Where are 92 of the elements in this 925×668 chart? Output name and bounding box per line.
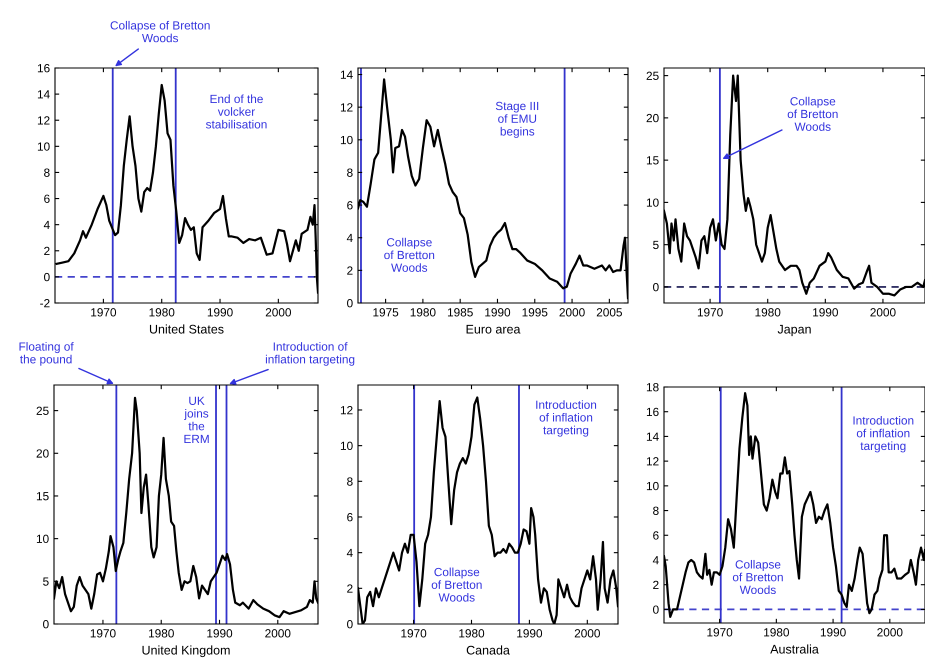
y-tick-label: 2 [653, 580, 659, 589]
y-tick-label: 6 [44, 194, 50, 203]
x-tick-label: 1980 [410, 308, 436, 317]
x-tick-label: 1970 [401, 629, 426, 638]
y-tick-label: 6 [653, 531, 659, 540]
y-tick-label: 10 [340, 442, 353, 450]
y-tick-label: 16 [646, 408, 659, 416]
y-tick-label: 18 [646, 383, 659, 392]
y-tick-label: 16 [38, 64, 50, 72]
x-axis-title: United States [150, 324, 224, 334]
y-tick-label: 14 [646, 432, 659, 441]
y-tick-label: 6 [347, 513, 353, 522]
y-tick-label: 14 [340, 70, 353, 79]
ref-line-label: End of the volcker stabilisation [206, 94, 267, 129]
x-tick-label: 2005 [596, 308, 622, 317]
y-tick-label: 12 [340, 406, 353, 414]
x-tick-label: 1980 [459, 629, 484, 638]
y-tick-label: -2 [40, 299, 50, 308]
y-tick-label: 8 [347, 477, 353, 486]
y-tick-label: 8 [653, 506, 659, 515]
ref-line-label: Collapse of Bretton Woods [384, 238, 434, 272]
x-tick-label: 1995 [522, 308, 548, 317]
y-tick-label: 10 [646, 198, 659, 207]
y-tick-label: 8 [347, 168, 353, 177]
x-tick-label: 1970 [698, 308, 723, 317]
x-tick-label: 1970 [707, 628, 732, 637]
x-tick-label: 1990 [207, 629, 232, 638]
y-tick-label: 0 [653, 282, 659, 292]
ref-line-label: Collapse of Bretton Woods [732, 560, 783, 594]
y-tick-label: 4 [346, 548, 353, 557]
y-tick-label: 20 [36, 449, 49, 458]
y-tick-label: 5 [43, 577, 49, 586]
x-axis-title: Euro area [466, 324, 520, 334]
x-tick-label: 1990 [820, 628, 846, 637]
y-tick-label: 12 [340, 103, 353, 112]
y-tick-label: 10 [38, 142, 50, 151]
y-tick-label: 4 [346, 234, 353, 242]
x-tick-label: 1970 [90, 629, 116, 638]
x-tick-label: 1990 [485, 308, 510, 317]
x-tick-label: 1990 [813, 308, 838, 317]
y-tick-label: 0 [347, 299, 353, 308]
y-tick-label: 0 [347, 620, 353, 628]
y-tick-label: 25 [646, 72, 659, 80]
x-tick-label: 1975 [373, 308, 398, 317]
x-axis-title: Japan [778, 324, 811, 336]
y-tick-label: 5 [653, 240, 659, 250]
x-tick-label: 1980 [149, 629, 174, 638]
x-tick-label: 2000 [560, 308, 585, 317]
x-tick-label: 1990 [517, 629, 542, 638]
ref-line-label: Introduction of inflation targeting [853, 416, 914, 452]
annotation: Floating of the pound [19, 342, 74, 366]
ref-line-label: Stage III of EMU begins [496, 102, 538, 138]
y-tick-label: 10 [646, 482, 659, 490]
y-tick-label: 12 [646, 457, 659, 466]
y-tick-label: 0 [44, 272, 50, 282]
y-tick-label: 10 [36, 534, 49, 544]
y-tick-label: 0 [653, 605, 659, 614]
ref-line-label: Introduction of inflation targeting [536, 400, 596, 437]
annotation: Collapse of Bretton Woods [788, 96, 838, 131]
x-tick-label: 1980 [755, 308, 780, 317]
y-tick-label: 2 [44, 246, 50, 256]
x-tick-label: 1970 [91, 308, 116, 317]
ref-line-label: UK joins the ERM [184, 396, 209, 443]
y-tick-label: 12 [38, 116, 50, 124]
y-tick-label: 14 [38, 90, 50, 98]
y-tick-label: 6 [347, 201, 353, 210]
x-tick-label: 2000 [265, 629, 290, 638]
x-axis-title: Australia [770, 644, 819, 654]
x-tick-label: 1980 [149, 308, 174, 317]
y-tick-label: 2 [347, 266, 353, 275]
x-tick-label: 1990 [208, 308, 233, 317]
x-axis-title: United Kingdom [142, 645, 230, 658]
y-tick-label: 4 [652, 556, 659, 564]
x-tick-label: 1980 [764, 628, 790, 637]
y-tick-label: 4 [44, 220, 50, 229]
y-tick-label: 2 [347, 584, 353, 593]
y-tick-label: 15 [36, 492, 49, 500]
x-tick-label: 2000 [877, 628, 902, 637]
x-tick-label: 1985 [448, 308, 473, 317]
y-tick-label: 0 [43, 620, 49, 628]
x-tick-label: 2000 [574, 629, 600, 638]
y-tick-label: 20 [646, 114, 659, 122]
y-tick-label: 15 [646, 156, 659, 165]
y-tick-label: 25 [36, 406, 49, 415]
x-tick-label: 2000 [266, 308, 292, 317]
y-tick-label: 10 [340, 136, 353, 144]
ref-line-label: Collapse of Bretton Woods [110, 20, 210, 42]
x-axis-title: Canada [466, 645, 510, 655]
x-tick-label: 2000 [870, 308, 896, 317]
ref-line-label: Collapse of Bretton Woods [432, 568, 482, 602]
annotation: Introduction of inflation targeting [266, 342, 354, 366]
y-tick-label: 8 [44, 168, 50, 177]
